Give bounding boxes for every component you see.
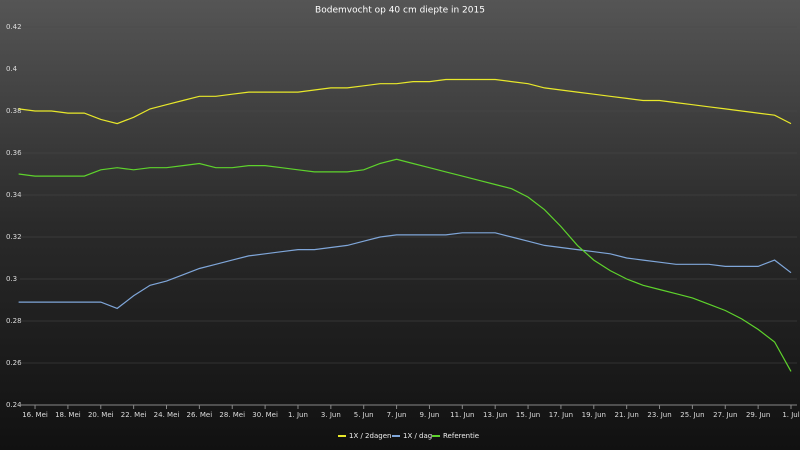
series-line (18, 78, 792, 125)
y-tick-label: 0.26 (6, 359, 22, 367)
x-tick-label: 1. Jul (782, 411, 799, 419)
x-tick-label: 21. Jun (615, 411, 639, 419)
x-tick-label: 17. Jun (549, 411, 573, 419)
y-tick-label: 0.42 (6, 23, 22, 31)
x-tick-label: 26. Mei (187, 411, 213, 419)
y-tick-label: 0.24 (6, 401, 22, 409)
x-tick-label: 28. Mei (219, 411, 245, 419)
x-tick-label: 11. Jun (450, 411, 474, 419)
legend-label: 1X / 2dagen (349, 432, 391, 440)
x-tick-label: 13. Jun (483, 411, 507, 419)
series-line (18, 158, 792, 372)
x-tick-label: 18. Mei (55, 411, 81, 419)
x-tick-label: 29. Jun (746, 411, 770, 419)
y-tick-label: 0.4 (6, 65, 18, 73)
legend-label: Referentie (443, 432, 479, 440)
x-tick-label: 15. Jun (516, 411, 540, 419)
x-tick-label: 24. Mei (154, 411, 180, 419)
y-tick-label: 0.32 (6, 233, 22, 241)
chart-title: Bodemvocht op 40 cm diepte in 2015 (315, 6, 485, 16)
x-tick-label: 1. Jun (288, 411, 308, 419)
x-tick-label: 3. Jun (321, 411, 341, 419)
y-tick-label: 0.3 (6, 275, 17, 283)
x-tick-label: 19. Jun (582, 411, 606, 419)
y-tick-label: 0.34 (6, 191, 22, 199)
x-tick-label: 5. Jun (354, 411, 374, 419)
x-tick-label: 27. Jun (713, 411, 737, 419)
x-tick-label: 7. Jun (387, 411, 407, 419)
y-tick-label: 0.36 (6, 149, 22, 157)
y-tick-label: 0.28 (6, 317, 22, 325)
x-tick-label: 9. Jun (420, 411, 440, 419)
x-tick-label: 23. Jun (647, 411, 671, 419)
series-line (18, 232, 792, 310)
legend-label: 1X / dag (403, 432, 432, 440)
x-tick-label: 22. Mei (121, 411, 147, 419)
x-tick-label: 30. Mei (252, 411, 278, 419)
x-tick-label: 20. Mei (88, 411, 114, 419)
x-tick-label: 16. Mei (22, 411, 48, 419)
y-tick-label: 0.38 (6, 107, 22, 115)
x-tick-label: 25. Jun (680, 411, 704, 419)
